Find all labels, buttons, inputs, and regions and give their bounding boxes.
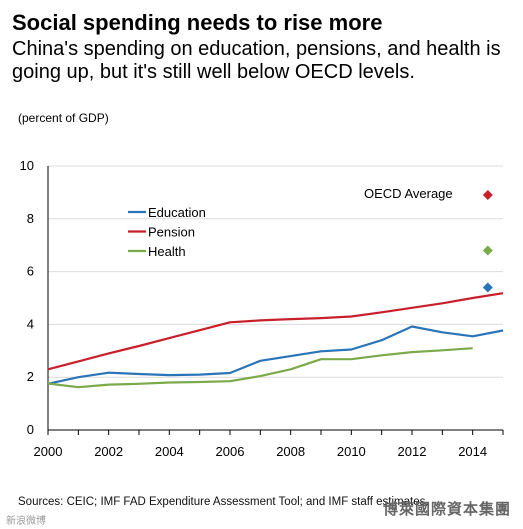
oecd-marker-pension — [482, 190, 493, 201]
weibo-watermark: 新浪微博 — [6, 516, 46, 527]
oecd-average-label: OECD Average — [364, 186, 453, 201]
oecd-marker-health — [482, 245, 493, 256]
legend: Education Pension Health — [128, 205, 206, 259]
unit-label: (percent of GDP) — [18, 111, 109, 125]
source-note: Sources: CEIC; IMF FAD Expenditure Asses… — [18, 496, 429, 508]
x-tick-label: 2004 — [155, 444, 184, 459]
brand-watermark: 博萊國際資本集團 — [383, 501, 512, 518]
legend-label-pension: Pension — [148, 225, 195, 240]
chart-subtitle: China's spending on education, pensions,… — [12, 38, 501, 83]
oecd-marker-education — [482, 282, 493, 293]
series-lines — [47, 292, 504, 389]
oecd-markers — [482, 190, 493, 293]
y-tick-label: 6 — [27, 264, 34, 279]
x-tick-label: 2008 — [276, 444, 305, 459]
x-tick-label: 2002 — [94, 444, 123, 459]
x-tick-label: 2006 — [216, 444, 245, 459]
series-line-education — [47, 325, 504, 385]
legend-label-health: Health — [148, 244, 186, 259]
y-tick-label: 2 — [27, 369, 34, 384]
axes: 0 2 4 6 8 10 2000 2002 2004 2006 2008 2010 2012 2014 — [20, 158, 504, 459]
y-tick-label: 0 — [27, 422, 34, 437]
x-tick-label: 2000 — [34, 444, 63, 459]
x-tick-label: 2010 — [337, 444, 366, 459]
series-line-pension — [47, 292, 504, 371]
y-tick-label: 4 — [27, 316, 34, 331]
series-line-health — [47, 347, 473, 389]
legend-label-education: Education — [148, 205, 206, 220]
y-tick-label: 10 — [20, 158, 34, 173]
chart-title: Social spending needs to rise more — [12, 10, 383, 35]
x-tick-label: 2014 — [458, 444, 487, 459]
y-tick-label: 8 — [27, 211, 34, 226]
x-tick-label: 2012 — [398, 444, 427, 459]
gridlines — [48, 165, 503, 378]
